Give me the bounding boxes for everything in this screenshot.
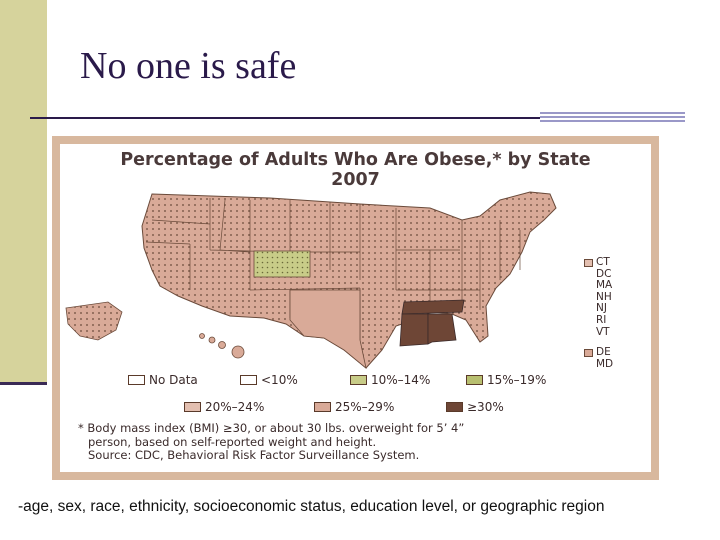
ne-label-ri: RI [596, 313, 607, 326]
legend-lt10: <10% [240, 373, 298, 387]
left-accent-bar-edge [0, 382, 47, 385]
slide-bottom-text: -age, sex, race, ethnicity, socioeconomi… [18, 498, 605, 515]
footnote-line1: * Body mass index (BMI) ≥30, or about 30… [78, 421, 465, 435]
ne-label-nj: NJ [596, 302, 607, 315]
legend-no-data: No Data [128, 373, 198, 387]
ne-label-dc: DC [596, 267, 612, 280]
state-alabama [427, 313, 457, 345]
footnote-source: Source: CDC, Behavioral Risk Factor Surv… [88, 448, 420, 462]
northeast-state-labels: CT DC MA NH NJ RI VT DE MD [584, 256, 614, 370]
swatch-icon [584, 348, 593, 357]
footnote-line2: person, based on self-reported weight an… [88, 434, 377, 449]
map-title-line1: Percentage of Adults Who Are Obese,* by … [120, 150, 591, 170]
map-footnote: * Body mass index (BMI) ≥30, or about 30… [78, 421, 648, 463]
state-mississippi [399, 313, 429, 347]
swatch-icon [584, 258, 593, 267]
ne-label-ma: MA [596, 279, 613, 292]
continental-us [141, 191, 557, 369]
legend-25-29: 25%–29% [314, 400, 394, 414]
title-rule-pattern [540, 112, 685, 124]
ne-label-nh: NH [596, 290, 612, 303]
legend-15-19: 15%–19% [466, 373, 546, 387]
map-title: Percentage of Adults Who Are Obese,* by … [60, 150, 651, 190]
title-rule [30, 117, 540, 119]
left-accent-bar [0, 0, 47, 385]
state-hawaii [199, 333, 245, 359]
map-title-line2: 2007 [331, 170, 380, 190]
state-alaska [65, 301, 123, 341]
us-obesity-map [65, 191, 557, 370]
ne-label-md: MD [596, 357, 614, 370]
legend-20-24: 20%–24% [184, 400, 264, 414]
state-colorado [253, 250, 311, 278]
legend-gte30: ≥30% [446, 400, 504, 414]
ne-label-ct: CT [584, 256, 613, 269]
south-central-region [289, 289, 367, 370]
slide-title: No one is safe [80, 45, 297, 87]
ne-label-vt: VT [596, 325, 610, 338]
legend-10-14: 10%–14% [350, 373, 430, 387]
ne-label-de: DE [584, 347, 613, 359]
state-tennessee [401, 299, 465, 315]
